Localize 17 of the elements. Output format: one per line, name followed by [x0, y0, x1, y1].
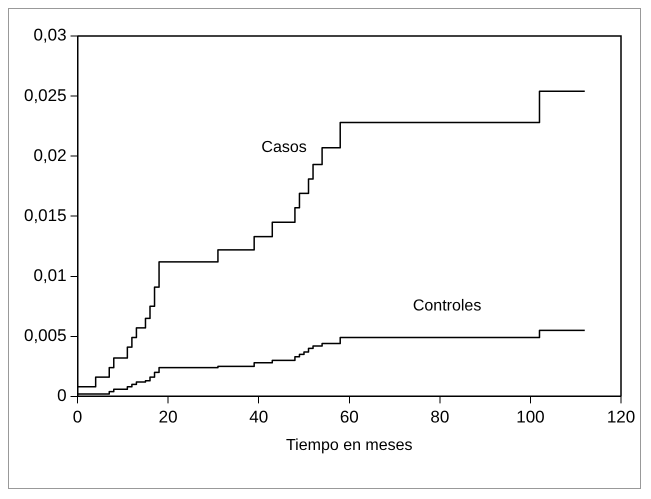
y-tick-label: 0 [57, 386, 67, 406]
y-tick-label: 0,02 [33, 146, 67, 165]
x-tick-label: 120 [606, 407, 636, 426]
x-axis-title: Tiempo en meses [286, 436, 413, 454]
x-tick-label: 0 [72, 407, 82, 426]
x-tick-label: 40 [249, 407, 268, 426]
series-label: Casos [261, 139, 307, 156]
x-tick-label: 80 [430, 407, 450, 426]
x-tick-label: 60 [340, 407, 359, 426]
y-tick-label: 0,015 [24, 206, 67, 225]
y-tick-label: 0,025 [24, 86, 67, 105]
y-tick-label: 0,03 [33, 26, 67, 45]
y-tick-label: 0,005 [24, 326, 67, 346]
x-tick-label: 20 [158, 407, 178, 426]
series-label: Controles [412, 298, 482, 315]
y-tick-label: 0,01 [33, 266, 67, 285]
x-tick-label: 100 [516, 407, 545, 426]
